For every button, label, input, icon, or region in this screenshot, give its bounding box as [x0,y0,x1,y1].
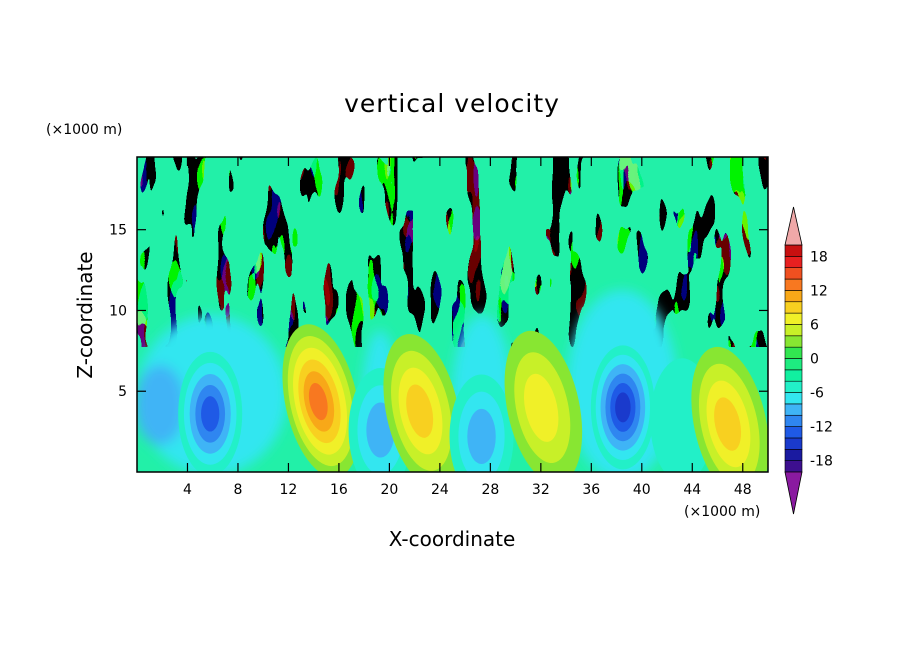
colorbar-swatch [784,392,803,405]
colorbar-swatch [784,403,803,416]
colorbar-swatch [784,346,803,359]
x-axis-unit: (×1000 m) [684,504,760,520]
colorbar-label: -18 [810,454,833,470]
x-tick-label: 40 [633,482,651,498]
colorbar-swatch [784,437,803,450]
x-tick-label: 48 [734,482,752,498]
updraft-cell [691,346,768,472]
updraft-cell [504,330,583,472]
colorbar-swatch [784,426,803,439]
x-tick-label: 16 [330,482,348,498]
x-tick-label: 28 [481,482,499,498]
colorbar: 18 12 6 0 -6 -12 -18 [784,206,833,515]
colorbar-swatch [784,335,803,348]
colorbar-swatch [784,358,803,371]
x-tick-label: 32 [532,482,550,498]
colorbar-over-arrow [784,206,803,246]
y-tick-label: 10 [109,303,127,319]
colorbar-swatch [784,380,803,393]
x-tick-label: 36 [582,482,600,498]
colorbar-swatch [784,414,803,427]
colorbar-label: 18 [810,249,828,265]
x-axis: 4 8 12 16 20 24 28 32 36 40 44 48 [183,157,752,498]
plot-area [137,157,768,472]
colorbar-swatch [784,312,803,325]
chart-title: vertical velocity [344,89,560,118]
x-axis-label: X-coordinate [389,527,516,551]
colorbar-swatch [784,369,803,382]
colorbar-under-arrow [784,471,803,515]
x-tick-label: 24 [431,482,449,498]
x-tick-label: 44 [683,482,701,498]
colorbar-label: 12 [810,283,828,299]
colorbar-swatch [784,256,803,269]
x-tick-label: 20 [380,482,398,498]
y-axis: 5 10 15 [109,223,768,400]
colorbar-swatch [784,460,803,473]
colorbar-label: 0 [810,352,819,368]
colorbar-swatch [784,301,803,314]
downdraft-cell [590,345,655,470]
y-axis-unit: (×1000 m) [46,122,122,138]
x-tick-label: 4 [183,482,192,498]
y-tick-label: 15 [109,223,127,239]
colorbar-swatch [784,448,803,461]
downdraft-cell [178,351,243,472]
updraft-cell [383,333,461,472]
colorbar-swatch [784,324,803,337]
colorbar-label: -12 [810,420,833,436]
plot-frame [136,156,769,473]
updraft-cell [282,324,361,472]
colorbar-label: 6 [810,317,819,333]
x-tick-label: 12 [280,482,298,498]
y-tick-label: 5 [118,384,127,400]
downdraft-cell [449,374,514,472]
x-tick-label: 8 [233,482,242,498]
colorbar-swatch [784,278,803,291]
colorbar-swatch [784,267,803,280]
colorbar-swatch [784,244,803,257]
colorbar-label: -6 [810,386,824,402]
colorbar-swatch [784,290,803,303]
y-axis-label: Z-coordinate [73,251,97,378]
